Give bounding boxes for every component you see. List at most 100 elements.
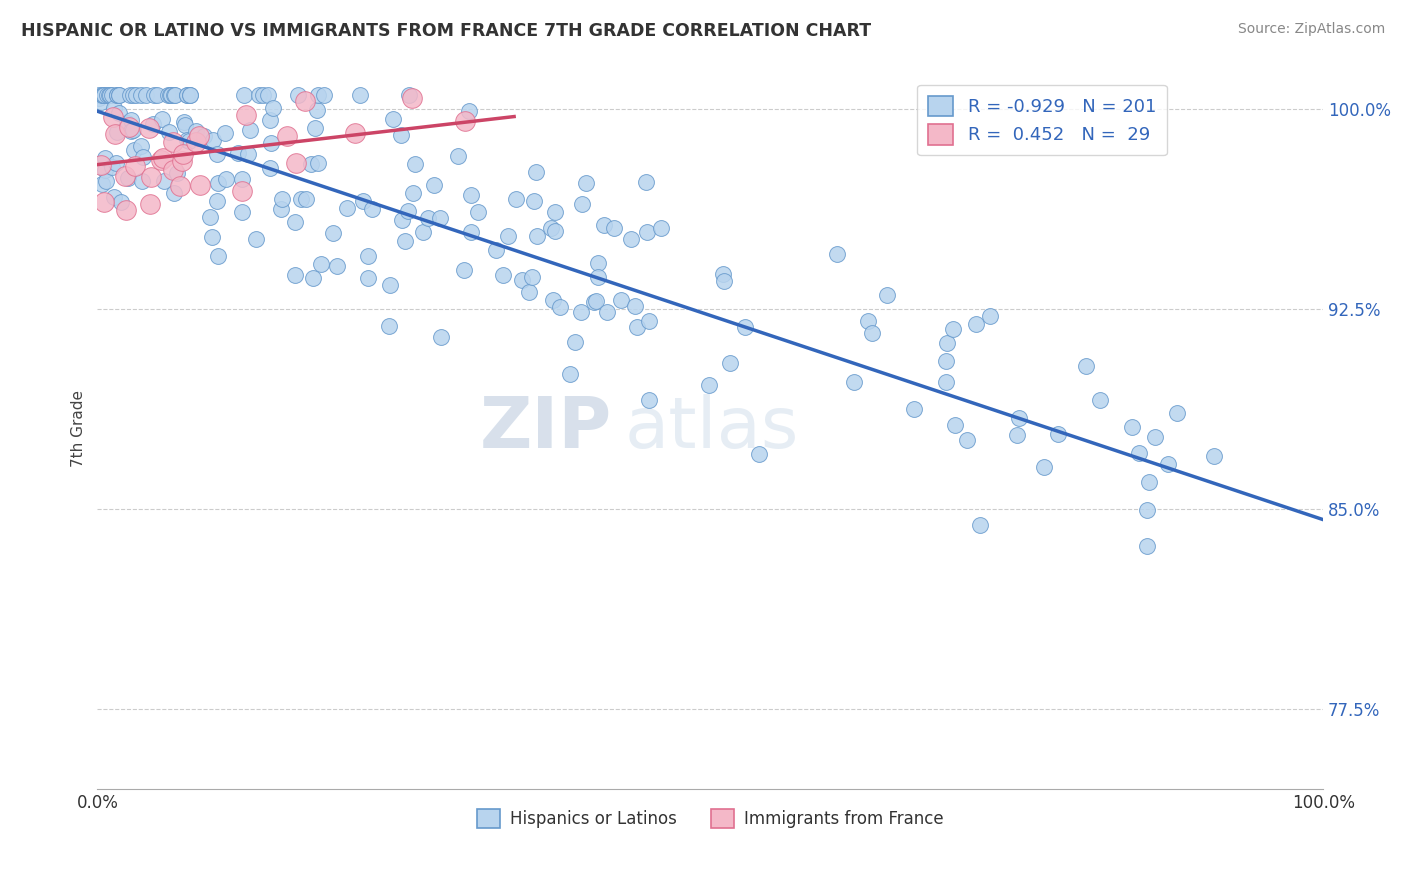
Legend: Hispanics or Latinos, Immigrants from France: Hispanics or Latinos, Immigrants from Fr… <box>471 803 950 835</box>
Point <box>349 88 371 103</box>
Point <box>262 101 284 115</box>
Point <box>394 234 416 248</box>
Point <box>517 285 540 299</box>
Point <box>135 88 157 103</box>
Point <box>543 205 565 219</box>
Point <box>101 160 124 174</box>
Point <box>697 378 720 392</box>
Point <box>172 153 194 168</box>
Point <box>903 401 925 416</box>
Point <box>856 313 879 327</box>
Point <box>322 226 344 240</box>
Point <box>748 447 770 461</box>
Point <box>163 88 186 103</box>
Point <box>150 112 173 127</box>
Text: ZIP: ZIP <box>479 394 612 463</box>
Point <box>96 88 118 103</box>
Point <box>713 274 735 288</box>
Point <box>935 335 957 350</box>
Point <box>104 127 127 141</box>
Point <box>485 244 508 258</box>
Point <box>138 121 160 136</box>
Point <box>586 255 609 269</box>
Point <box>201 133 224 147</box>
Point <box>122 143 145 157</box>
Point <box>163 186 186 200</box>
Text: atlas: atlas <box>624 394 799 463</box>
Point <box>114 169 136 184</box>
Point <box>129 88 152 103</box>
Point <box>1136 539 1159 553</box>
Point <box>505 192 527 206</box>
Point <box>152 151 174 165</box>
Point <box>314 88 336 103</box>
Point <box>454 114 477 128</box>
Point <box>294 94 316 108</box>
Point <box>120 113 142 128</box>
Point <box>139 169 162 184</box>
Point <box>540 221 562 235</box>
Point <box>357 249 380 263</box>
Point <box>207 250 229 264</box>
Point <box>160 88 183 103</box>
Point <box>179 88 201 103</box>
Point <box>638 314 661 328</box>
Point <box>290 192 312 206</box>
Point <box>226 146 249 161</box>
Point <box>238 147 260 161</box>
Point <box>575 176 598 190</box>
Point <box>720 356 742 370</box>
Point <box>172 147 194 161</box>
Point <box>231 184 253 198</box>
Point <box>564 335 586 350</box>
Point <box>569 304 592 318</box>
Point <box>1005 428 1028 442</box>
Point <box>307 103 329 117</box>
Point <box>935 354 957 368</box>
Point <box>245 232 267 246</box>
Point <box>108 106 131 120</box>
Point <box>162 135 184 149</box>
Point <box>396 204 419 219</box>
Point <box>401 91 423 105</box>
Point <box>87 91 110 105</box>
Point <box>942 321 965 335</box>
Point <box>352 194 374 208</box>
Point <box>498 229 520 244</box>
Point <box>247 88 270 103</box>
Point <box>460 188 482 202</box>
Point <box>239 123 262 137</box>
Point <box>596 304 619 318</box>
Point <box>259 113 281 128</box>
Point <box>412 225 434 239</box>
Point <box>231 205 253 219</box>
Point <box>105 88 128 103</box>
Point <box>96 174 118 188</box>
Point <box>125 88 148 103</box>
Point <box>117 171 139 186</box>
Point <box>159 88 181 103</box>
Point <box>969 517 991 532</box>
Point <box>149 153 172 167</box>
Point <box>91 88 114 103</box>
Point <box>270 202 292 217</box>
Point <box>860 326 883 341</box>
Point <box>132 150 155 164</box>
Point <box>177 134 200 148</box>
Point <box>301 270 323 285</box>
Point <box>307 155 329 169</box>
Point <box>582 295 605 310</box>
Point <box>124 159 146 173</box>
Point <box>1007 411 1029 425</box>
Point <box>193 129 215 144</box>
Point <box>89 88 111 103</box>
Point <box>138 196 160 211</box>
Point <box>232 88 254 103</box>
Point <box>1144 430 1167 444</box>
Point <box>571 197 593 211</box>
Point <box>458 104 481 119</box>
Point <box>979 310 1001 324</box>
Point <box>90 178 112 192</box>
Point <box>108 88 131 103</box>
Point <box>1128 446 1150 460</box>
